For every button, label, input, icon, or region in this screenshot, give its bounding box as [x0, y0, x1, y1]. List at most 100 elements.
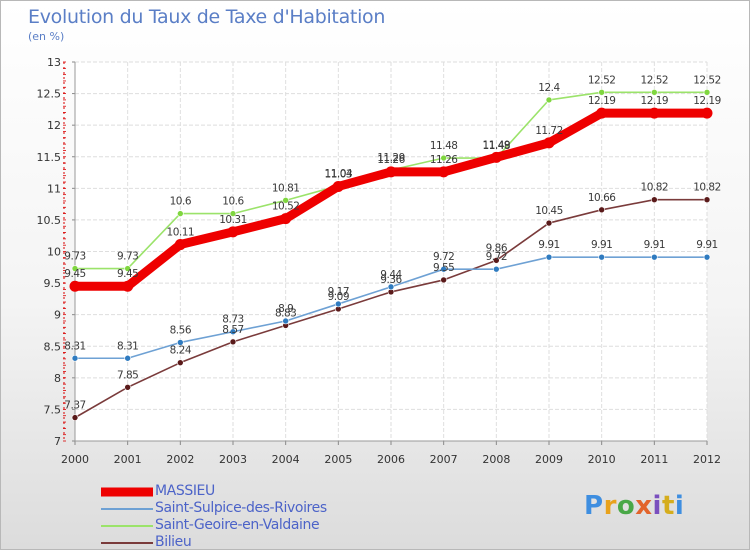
data-label-massieu: 12.19 [641, 95, 669, 107]
data-label-saint-sulpice-des-rivoires: 8.31 [117, 340, 138, 352]
data-label-bilieu: 8.57 [222, 324, 243, 336]
data-label-saint-geoire-en-valdaine: 10.6 [222, 196, 244, 208]
data-label-saint-geoire-en-valdaine: 11.29 [377, 152, 405, 164]
data-point-bilieu [703, 196, 711, 204]
y-tick-label: 11 [47, 182, 61, 195]
data-point-massieu [648, 107, 660, 119]
data-label-massieu: 10.11 [167, 227, 195, 239]
data-point-saint-sulpice-des-rivoires [493, 265, 500, 273]
data-point-bilieu [124, 384, 131, 391]
data-label-saint-geoire-en-valdaine: 9.73 [117, 251, 138, 263]
data-point-bilieu [177, 359, 184, 366]
data-point-saint-geoire-en-valdaine [545, 96, 553, 104]
data-point-saint-geoire-en-valdaine [440, 154, 447, 162]
data-point-saint-sulpice-des-rivoires [440, 265, 447, 273]
data-labels: 7.37 7.85 8.24 8.57 8.83 9.09 9.36 9.55 9.86 10.4… [64, 74, 721, 412]
data-point-bilieu [440, 276, 447, 284]
logo-letter: o [616, 491, 636, 521]
data-label-massieu: 11.72 [535, 125, 563, 137]
data-label-bilieu: 9.86 [486, 242, 508, 254]
y-tick-label: 8.5 [44, 340, 62, 353]
data-label-saint-sulpice-des-rivoires: 9.91 [591, 239, 612, 251]
y-tick-label: 7.5 [44, 403, 62, 416]
logo-letter: P [584, 491, 604, 521]
data-label-saint-geoire-en-valdaine: 11.48 [483, 140, 511, 152]
data-label-bilieu: 10.66 [588, 192, 616, 204]
y-tick-label: 7 [54, 435, 61, 448]
data-point-saint-sulpice-des-rivoires [703, 253, 711, 261]
data-point-saint-geoire-en-valdaine [703, 89, 711, 96]
data-point-bilieu [493, 257, 500, 264]
data-label-saint-geoire-en-valdaine: 11.48 [430, 140, 458, 152]
data-point-massieu [701, 107, 713, 119]
legend-label: Saint-Geoire-en-Valdaine [155, 517, 320, 533]
data-label-saint-sulpice-des-rivoires: 9.44 [380, 269, 402, 281]
data-point-saint-sulpice-des-rivoires [387, 283, 395, 291]
data-point-bilieu [71, 414, 79, 421]
data-label-bilieu: 9.09 [328, 291, 349, 303]
data-label-saint-sulpice-des-rivoires: 8.56 [170, 324, 192, 336]
data-label-saint-sulpice-des-rivoires: 8.9 [278, 303, 293, 315]
data-label-saint-sulpice-des-rivoires: 9.72 [433, 251, 454, 263]
data-point-massieu [280, 213, 292, 225]
data-label-bilieu: 8.83 [275, 307, 296, 319]
y-tick-label: 10 [47, 246, 61, 259]
data-label-massieu: 12.19 [588, 95, 616, 107]
data-label-massieu: 11.49 [483, 139, 511, 151]
data-point-bilieu [598, 206, 605, 214]
y-tick-label: 12.5 [37, 88, 62, 101]
data-label-massieu: 11.26 [430, 154, 458, 166]
data-label-saint-geoire-en-valdaine: 12.52 [693, 74, 721, 86]
data-label-saint-geoire-en-valdaine: 11.04 [325, 168, 353, 180]
data-point-saint-sulpice-des-rivoires [229, 328, 237, 336]
data-label-massieu: 10.31 [219, 214, 247, 226]
data-point-saint-sulpice-des-rivoires [282, 317, 289, 325]
data-label-massieu: 11.03 [325, 168, 353, 180]
data-point-saint-sulpice-des-rivoires [124, 354, 131, 362]
data-point-saint-geoire-en-valdaine [71, 265, 79, 272]
y-tick-label: 12 [47, 119, 61, 132]
data-label-massieu: 10.52 [272, 201, 300, 213]
x-tick-label: 2003 [219, 453, 247, 466]
logo-letter: r [603, 491, 617, 521]
y-tick-label: 8 [54, 372, 61, 385]
data-label-saint-geoire-en-valdaine: 10.81 [272, 182, 300, 194]
data-label-massieu: 9.45 [117, 268, 138, 280]
data-point-massieu [332, 180, 344, 192]
legend-swatch [101, 524, 153, 527]
grid [74, 61, 708, 442]
logo-letter: x [635, 491, 653, 521]
data-label-bilieu: 7.85 [117, 369, 138, 381]
chart-title: Evolution du Taux de Taxe d'Habitation [28, 6, 386, 28]
data-label-massieu: 11.26 [377, 154, 405, 166]
data-point-saint-geoire-en-valdaine [124, 265, 131, 272]
data-label-saint-sulpice-des-rivoires: 9.91 [644, 239, 665, 251]
data-label-bilieu: 9.36 [380, 274, 402, 286]
x-tick-label: 2002 [166, 453, 194, 466]
legend-label: Saint-Sulpice-des-Rivoires [155, 500, 327, 516]
y-tick-label: 13 [47, 56, 61, 69]
data-point-saint-sulpice-des-rivoires [177, 339, 184, 346]
x-tick-label: 2001 [114, 453, 142, 466]
legend-label: Bilieu [155, 534, 192, 550]
data-point-saint-sulpice-des-rivoires [598, 253, 605, 261]
data-label-saint-sulpice-des-rivoires: 8.73 [222, 314, 243, 326]
proxiti-logo: Proxiti [584, 491, 684, 521]
data-label-saint-geoire-en-valdaine: 12.4 [538, 82, 560, 94]
data-label-bilieu: 10.82 [693, 182, 721, 194]
x-tick-label: 2012 [693, 453, 721, 466]
data-label-saint-geoire-en-valdaine: 9.73 [64, 251, 85, 263]
legend-swatch [101, 487, 153, 496]
data-point-saint-sulpice-des-rivoires [335, 300, 342, 308]
y-tick-label: 10.5 [37, 214, 62, 227]
series-lines [69, 89, 713, 421]
data-point-massieu [596, 107, 608, 119]
data-label-saint-geoire-en-valdaine: 10.6 [170, 196, 192, 208]
axes: 7 7.5 8 8.5 9 9.5 10 10.5 11 11.5 12 12.5 13 2000 2001… [37, 56, 722, 466]
data-point-saint-geoire-en-valdaine [229, 210, 237, 217]
data-label-saint-geoire-en-valdaine: 12.52 [641, 74, 669, 86]
data-label-saint-sulpice-des-rivoires: 9.72 [486, 251, 507, 263]
data-label-saint-sulpice-des-rivoires: 9.91 [696, 239, 717, 251]
data-label-bilieu: 7.37 [64, 400, 85, 412]
